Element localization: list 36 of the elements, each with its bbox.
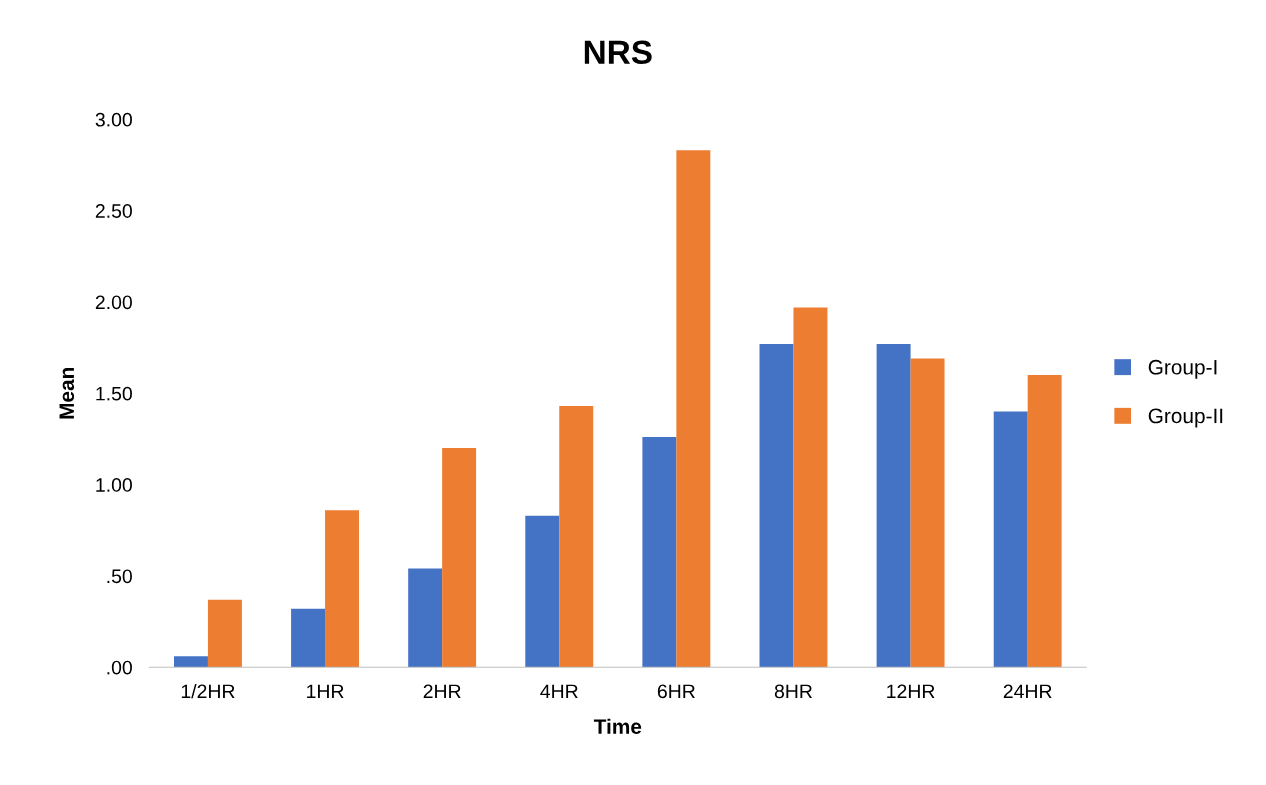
legend-label: Group-II (1148, 408, 1223, 428)
x-tick-label: 12HR (887, 684, 935, 699)
x-tick-label: 8HR (774, 684, 813, 699)
bar (676, 150, 711, 668)
x-tick-label: 1HR (307, 684, 344, 699)
y-tick-label: 2.00 (95, 295, 132, 310)
y-tick-label: 2.50 (95, 204, 132, 218)
bar (525, 515, 560, 668)
bar (291, 608, 326, 668)
bar (559, 406, 594, 668)
bar (793, 307, 828, 668)
bar (642, 437, 677, 668)
y-tick-label: .50 (107, 569, 132, 584)
x-tick-label: 24HR (1003, 684, 1052, 699)
x-tick-label: 1/2HR (181, 683, 235, 699)
y-tick-label: 1.50 (96, 386, 132, 401)
bar (173, 656, 208, 668)
x-tick-label: 2HR (423, 684, 461, 699)
bar (910, 358, 945, 668)
bar (442, 448, 477, 668)
legend-label: Group-I (1148, 359, 1217, 379)
x-tick-label: 6HR (657, 684, 695, 699)
bar (408, 568, 443, 668)
bar (1027, 375, 1062, 668)
chart-title: NRS (584, 40, 652, 65)
bar (993, 411, 1028, 668)
y-axis-title: Mean (59, 367, 75, 419)
y-tick-label: 1.00 (96, 478, 132, 492)
x-tick-label: 4HR (540, 684, 578, 699)
bar (207, 599, 242, 668)
y-tick-label: 3.00 (95, 112, 132, 127)
bar (876, 343, 911, 668)
bar (325, 510, 360, 668)
bar (759, 343, 794, 668)
x-axis-title: Time (593, 718, 642, 735)
y-tick-label: .00 (107, 660, 132, 675)
